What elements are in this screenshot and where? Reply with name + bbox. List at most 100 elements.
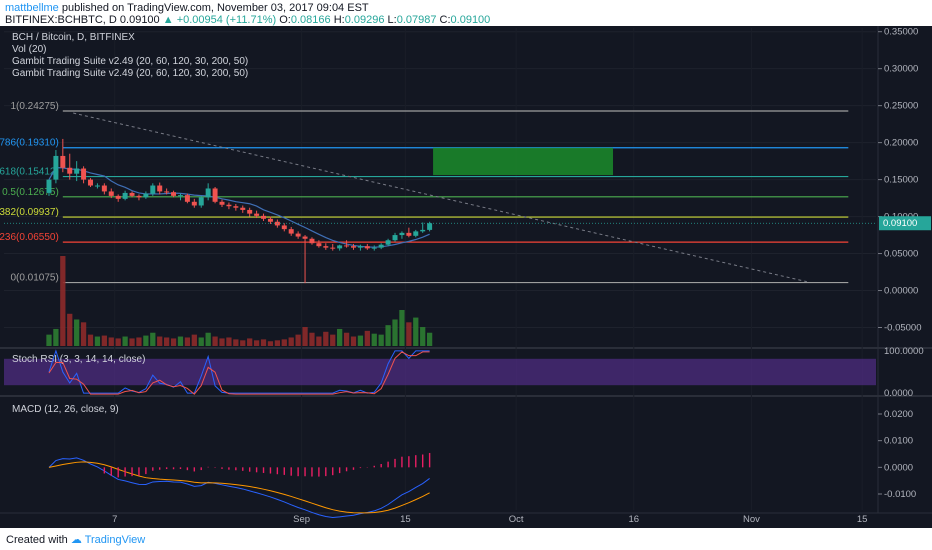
x-tick-label: Sep: [293, 514, 310, 525]
fib-level-label: 0.236(0.06550): [0, 232, 59, 243]
fib-level-label: 0.382(0.09937): [0, 207, 59, 218]
volume-bar: [406, 322, 412, 346]
chart-canvas[interactable]: 0.350000.300000.250000.200000.150000.100…: [0, 26, 932, 528]
candle-body: [88, 179, 93, 186]
candle-body: [406, 232, 412, 236]
publish-header: mattbellme published on TradingView.com,…: [0, 0, 932, 26]
volume-bar: [219, 338, 225, 346]
price-value: 0.09100: [119, 14, 160, 26]
volume-bar: [226, 337, 232, 346]
volume-bar: [101, 335, 107, 346]
legend-entry: Gambit Trading Suite v2.49 (20, 60, 120,…: [12, 68, 248, 79]
y-tick-label: 0.00000: [884, 286, 918, 297]
candle-body: [212, 188, 218, 202]
volume-bar: [337, 328, 343, 346]
current-price-label: 0.09100: [883, 218, 917, 229]
candle-body: [254, 213, 260, 216]
x-tick-label: 16: [628, 514, 639, 525]
candle-body: [122, 192, 128, 199]
fib-level-label: 0.618(0.15412): [0, 167, 59, 178]
candle-body: [81, 168, 87, 180]
volume-bar: [281, 339, 287, 346]
macd-tick-label: -0.0100: [884, 489, 916, 500]
volume-bar: [115, 338, 121, 346]
author-link[interactable]: mattbellme: [5, 2, 59, 14]
candle-body: [219, 201, 225, 205]
candle-body: [129, 192, 135, 196]
volume-bar: [260, 339, 267, 346]
volume-bar: [233, 339, 239, 346]
volume-bar: [80, 322, 87, 346]
volume-bar: [150, 332, 156, 346]
publish-line: mattbellme published on TradingView.com,…: [5, 2, 369, 14]
volume-bar: [385, 325, 391, 346]
volume-bar: [309, 332, 315, 346]
change-value: ▲ +0.00954 (+11.71%): [162, 14, 277, 26]
y-tick-label: 0.05000: [884, 249, 918, 260]
x-tick-label: 15: [400, 514, 411, 525]
volume-bar: [46, 334, 52, 346]
legend-entry: Vol (20): [12, 44, 46, 55]
tradingview-brand[interactable]: TradingView: [84, 534, 146, 546]
volume-bar: [295, 334, 301, 346]
volume-bar: [198, 337, 204, 346]
candle-body: [108, 191, 114, 196]
stoch-tick-label: 100.0000: [884, 346, 924, 357]
tradingview-logo-icon: ☁: [70, 534, 82, 546]
volume-bar: [357, 335, 364, 346]
volume-bar: [170, 338, 177, 346]
stoch-title: Stoch RSI (3, 3, 14, 14, close): [12, 354, 145, 365]
candle-body: [247, 209, 253, 214]
y-tick-label: 0.30000: [884, 64, 918, 75]
candle-body: [337, 245, 343, 249]
candle-body: [74, 168, 80, 174]
candle-body: [378, 244, 384, 248]
close-label: C:: [439, 14, 451, 26]
published-text: published on TradingView.com, November 0…: [61, 2, 369, 14]
volume-bar: [87, 334, 94, 346]
macd-tick-label: 0.0000: [884, 462, 913, 473]
volume-bar: [191, 334, 197, 346]
candle-body: [413, 231, 419, 236]
fib-level-label: 0.5(0.12675): [2, 187, 59, 198]
candle-body: [323, 246, 329, 248]
candle-body: [351, 246, 356, 248]
volume-bar: [378, 334, 384, 346]
volume-bar: [108, 337, 114, 346]
volume-bar: [136, 337, 142, 346]
candle-body: [198, 197, 204, 206]
candle-body: [344, 245, 350, 247]
candle-body: [177, 195, 183, 197]
candle-body: [392, 235, 398, 241]
symbol-label: BITFINEX:BCHBTC, D: [5, 14, 117, 26]
candle-body: [288, 229, 294, 234]
candle-body: [101, 185, 107, 192]
y-tick-label: 0.15000: [884, 175, 918, 186]
candle-body: [364, 246, 370, 249]
candle-body: [420, 229, 426, 232]
candle-body: [295, 233, 301, 237]
volume-bar: [302, 327, 308, 346]
volume-bar: [129, 338, 135, 346]
close-value: 0.09100: [450, 14, 491, 26]
volume-bar: [74, 319, 80, 346]
candle-body: [191, 201, 197, 206]
candle-body: [267, 218, 273, 222]
stoch-tick-label: 0.0000: [884, 388, 913, 399]
candle-body: [184, 195, 190, 202]
chart-background: [0, 26, 932, 528]
candle-body: [60, 155, 66, 168]
candle-body: [46, 179, 52, 193]
candle-body: [226, 204, 232, 207]
volume-bar: [426, 332, 433, 346]
y-tick-label: -0.05000: [884, 323, 922, 334]
volume-bar: [247, 338, 253, 346]
volume-bar: [323, 331, 329, 346]
volume-bar: [364, 330, 370, 346]
y-tick-label: 0.35000: [884, 27, 918, 38]
volume-bar: [274, 340, 280, 346]
volume-bar: [184, 337, 191, 346]
fib-level-label: 0(0.01075): [10, 273, 58, 284]
stoch-band: [4, 358, 876, 386]
